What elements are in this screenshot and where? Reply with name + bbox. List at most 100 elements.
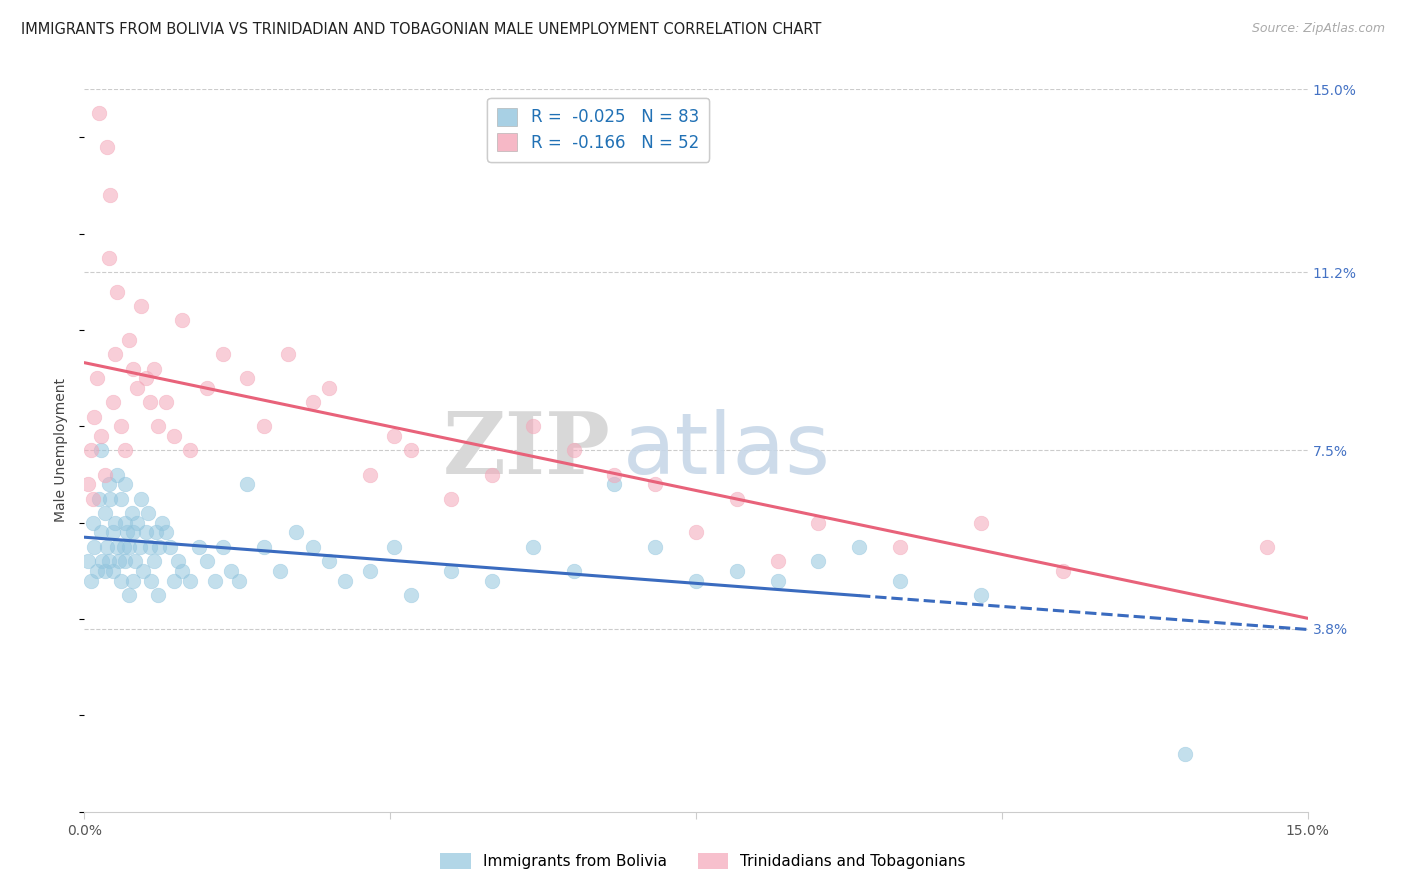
Point (80, 443, 103, 458)
Point (80, 574, 103, 588)
Point (121, 506, 143, 520)
Point (146, 588, 169, 602)
Point (142, 554, 165, 568)
Point (101, 525, 124, 540)
Point (101, 564, 124, 578)
Point (97, 554, 120, 568)
Point (359, 467, 381, 482)
Point (114, 477, 136, 491)
Point (122, 525, 145, 540)
Point (562, 443, 585, 458)
Point (114, 516, 136, 530)
Point (138, 540, 160, 554)
Point (131, 491, 153, 506)
Point (172, 564, 194, 578)
Point (96, 140, 118, 154)
Point (159, 540, 181, 554)
Point (970, 516, 993, 530)
Point (807, 554, 830, 568)
Point (146, 419, 169, 434)
Point (187, 540, 209, 554)
Point (889, 574, 911, 588)
Point (77, 477, 100, 491)
Text: atlas: atlas (623, 409, 831, 492)
Point (136, 506, 159, 520)
Point (87, 491, 110, 506)
Point (87, 106, 110, 120)
Point (644, 477, 666, 491)
Point (212, 540, 235, 554)
Point (101, 395, 124, 409)
Point (195, 554, 218, 568)
Point (204, 574, 226, 588)
Point (97, 477, 120, 491)
Point (82, 516, 104, 530)
Point (155, 525, 177, 540)
Point (110, 574, 132, 588)
Legend: Immigrants from Bolivia, Trinidadians and Tobagonians: Immigrants from Bolivia, Trinidadians an… (434, 847, 972, 875)
Point (318, 381, 340, 395)
Text: ZIP: ZIP (443, 409, 610, 492)
Point (138, 395, 160, 409)
Point (1256, 540, 1278, 554)
Point (562, 564, 585, 578)
Point (236, 477, 259, 491)
Point (382, 540, 405, 554)
Point (114, 554, 136, 568)
Point (228, 574, 250, 588)
Point (105, 467, 128, 482)
Point (399, 588, 422, 602)
Point (725, 564, 748, 578)
Point (93, 564, 115, 578)
Point (83, 540, 105, 554)
Point (285, 525, 308, 540)
Point (118, 588, 141, 602)
Text: Source: ZipAtlas.com: Source: ZipAtlas.com (1251, 22, 1385, 36)
Point (318, 554, 340, 568)
Point (766, 574, 789, 588)
Point (359, 564, 381, 578)
Point (725, 491, 748, 506)
Point (167, 554, 190, 568)
Point (100, 188, 122, 202)
Point (77, 554, 100, 568)
Point (522, 540, 544, 554)
Y-axis label: Male Unemployment: Male Unemployment (55, 378, 69, 523)
Point (253, 540, 276, 554)
Point (127, 381, 149, 395)
Point (301, 395, 323, 409)
Point (86, 564, 108, 578)
Point (155, 395, 177, 409)
Point (522, 419, 544, 434)
Legend: R =  -0.025   N = 83, R =  -0.166   N = 52: R = -0.025 N = 83, R = -0.166 N = 52 (488, 97, 709, 161)
Point (132, 564, 155, 578)
Point (112, 540, 135, 554)
Point (124, 554, 146, 568)
Point (179, 443, 201, 458)
Point (122, 361, 145, 376)
Point (970, 588, 993, 602)
Point (115, 525, 138, 540)
Point (83, 409, 105, 424)
Point (131, 299, 153, 313)
Point (96, 540, 118, 554)
Point (90, 525, 112, 540)
Point (644, 540, 666, 554)
Point (277, 347, 299, 361)
Point (142, 361, 165, 376)
Point (118, 333, 141, 347)
Point (603, 467, 626, 482)
Point (104, 516, 127, 530)
Point (90, 443, 112, 458)
Point (848, 540, 870, 554)
Point (603, 477, 626, 491)
Point (269, 564, 291, 578)
Point (179, 574, 201, 588)
Point (335, 574, 357, 588)
Point (148, 540, 170, 554)
Point (107, 554, 129, 568)
Point (145, 525, 167, 540)
Point (118, 540, 141, 554)
Point (114, 443, 136, 458)
Point (122, 574, 145, 588)
